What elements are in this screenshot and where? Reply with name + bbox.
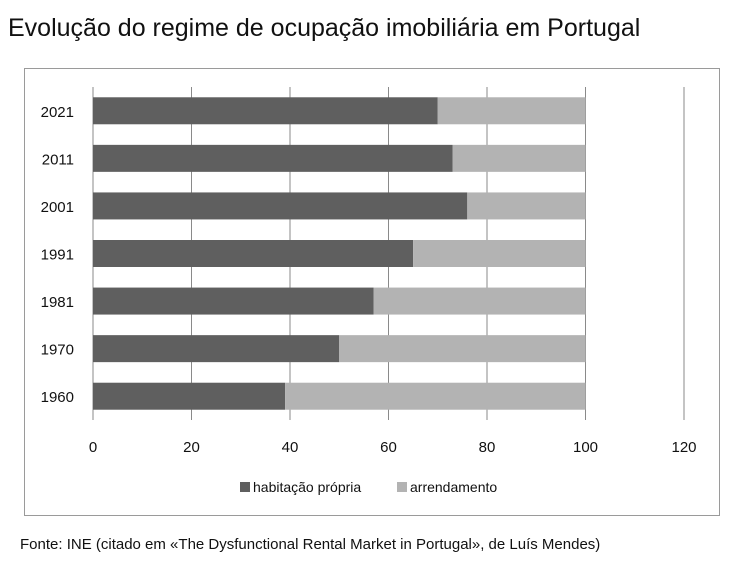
x-tick-label: 20 — [183, 439, 200, 456]
category-label: 1991 — [41, 247, 74, 264]
category-label: 2021 — [41, 104, 74, 121]
bar-habitacao-propria-2001 — [93, 192, 468, 220]
chart-frame — [24, 68, 720, 516]
bar-arrendamento-1991 — [413, 240, 586, 267]
bars — [93, 97, 586, 410]
legend: habitação própria arrendamento — [240, 479, 497, 495]
category-label: 2001 — [41, 199, 74, 216]
bar-arrendamento-1970 — [339, 335, 586, 363]
bar-habitacao-propria-1981 — [93, 287, 374, 315]
x-tick-label: 60 — [380, 439, 397, 456]
chart-title: Evolução do regime de ocupação imobiliár… — [8, 14, 641, 42]
bar-arrendamento-2021 — [437, 97, 586, 125]
x-tick-label: 120 — [671, 439, 696, 456]
category-label: 1970 — [41, 342, 74, 359]
x-tick-label: 80 — [479, 439, 496, 456]
legend-label-1: arrendamento — [410, 479, 497, 495]
bar-habitacao-propria-1970 — [93, 335, 340, 363]
bar-arrendamento-1981 — [373, 287, 586, 315]
x-tick-labels: 0 20 40 60 80 100 120 — [89, 439, 697, 456]
bar-habitacao-propria-1991 — [93, 240, 414, 267]
bar-arrendamento-1960 — [285, 382, 586, 410]
legend-label-0: habitação própria — [253, 479, 361, 495]
legend-swatch-0 — [240, 482, 250, 492]
x-tick-label: 40 — [282, 439, 299, 456]
bar-habitacao-propria-1960 — [93, 382, 286, 410]
bar-arrendamento-2011 — [452, 144, 586, 172]
source-note: Fonte: INE (citado em «The Dysfunctional… — [20, 536, 601, 553]
x-tick-label: 0 — [89, 439, 97, 456]
category-label: 1981 — [41, 294, 74, 311]
bar-arrendamento-2001 — [467, 192, 586, 220]
bar-habitacao-propria-2011 — [93, 144, 453, 172]
category-labels: 1960 1970 1981 1991 2001 2011 2021 — [41, 104, 74, 406]
legend-swatch-1 — [397, 482, 407, 492]
category-label: 2011 — [42, 151, 74, 168]
bar-habitacao-propria-2021 — [93, 97, 438, 125]
category-label: 1960 — [41, 389, 74, 406]
x-tick-label: 100 — [573, 439, 598, 456]
